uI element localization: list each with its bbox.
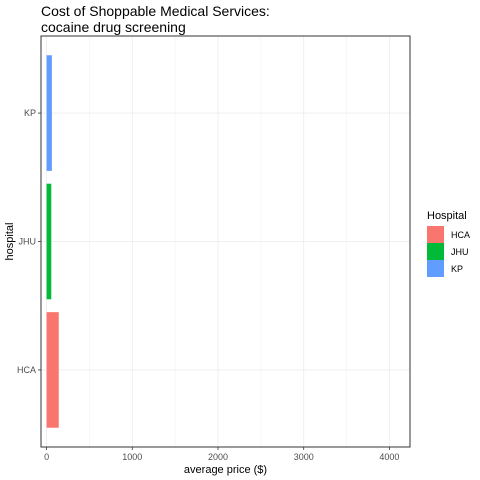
y-tick-label: JHU (19, 237, 37, 247)
x-axis: 0 1000 2000 3000 4000 (44, 447, 399, 462)
x-tick-label: 1000 (122, 452, 142, 462)
bar-kp (46, 55, 52, 171)
x-tick-label: 4000 (379, 452, 399, 462)
x-tick-label: 3000 (294, 452, 314, 462)
bar-hca (46, 312, 59, 428)
x-axis-title: average price ($) (184, 464, 267, 476)
x-tick-label: 2000 (208, 452, 228, 462)
legend-label-kp: KP (451, 264, 463, 274)
y-tick-label: HCA (17, 365, 36, 375)
legend-key-jhu (427, 243, 444, 260)
chart-title-line-2: cocaine drug screening (41, 19, 186, 35)
bar-jhu (46, 183, 52, 300)
legend-title: Hospital (427, 210, 467, 222)
legend-key-kp (427, 260, 444, 277)
x-tick-label: 0 (44, 452, 49, 462)
legend-label-hca: HCA (451, 230, 470, 240)
grid-lines (41, 36, 410, 447)
legend-items: HCA JHU KP (427, 226, 470, 277)
legend-key-hca (427, 226, 444, 243)
y-axis-title: hospital (4, 223, 16, 261)
legend-label-jhu: JHU (451, 247, 469, 257)
legend: Hospital HCA JHU KP (427, 210, 470, 277)
y-axis: HCA JHU KP (17, 108, 41, 375)
chart-title-line-1: Cost of Shoppable Medical Services: (41, 3, 270, 19)
y-tick-label: KP (24, 108, 36, 118)
bars (46, 55, 59, 428)
